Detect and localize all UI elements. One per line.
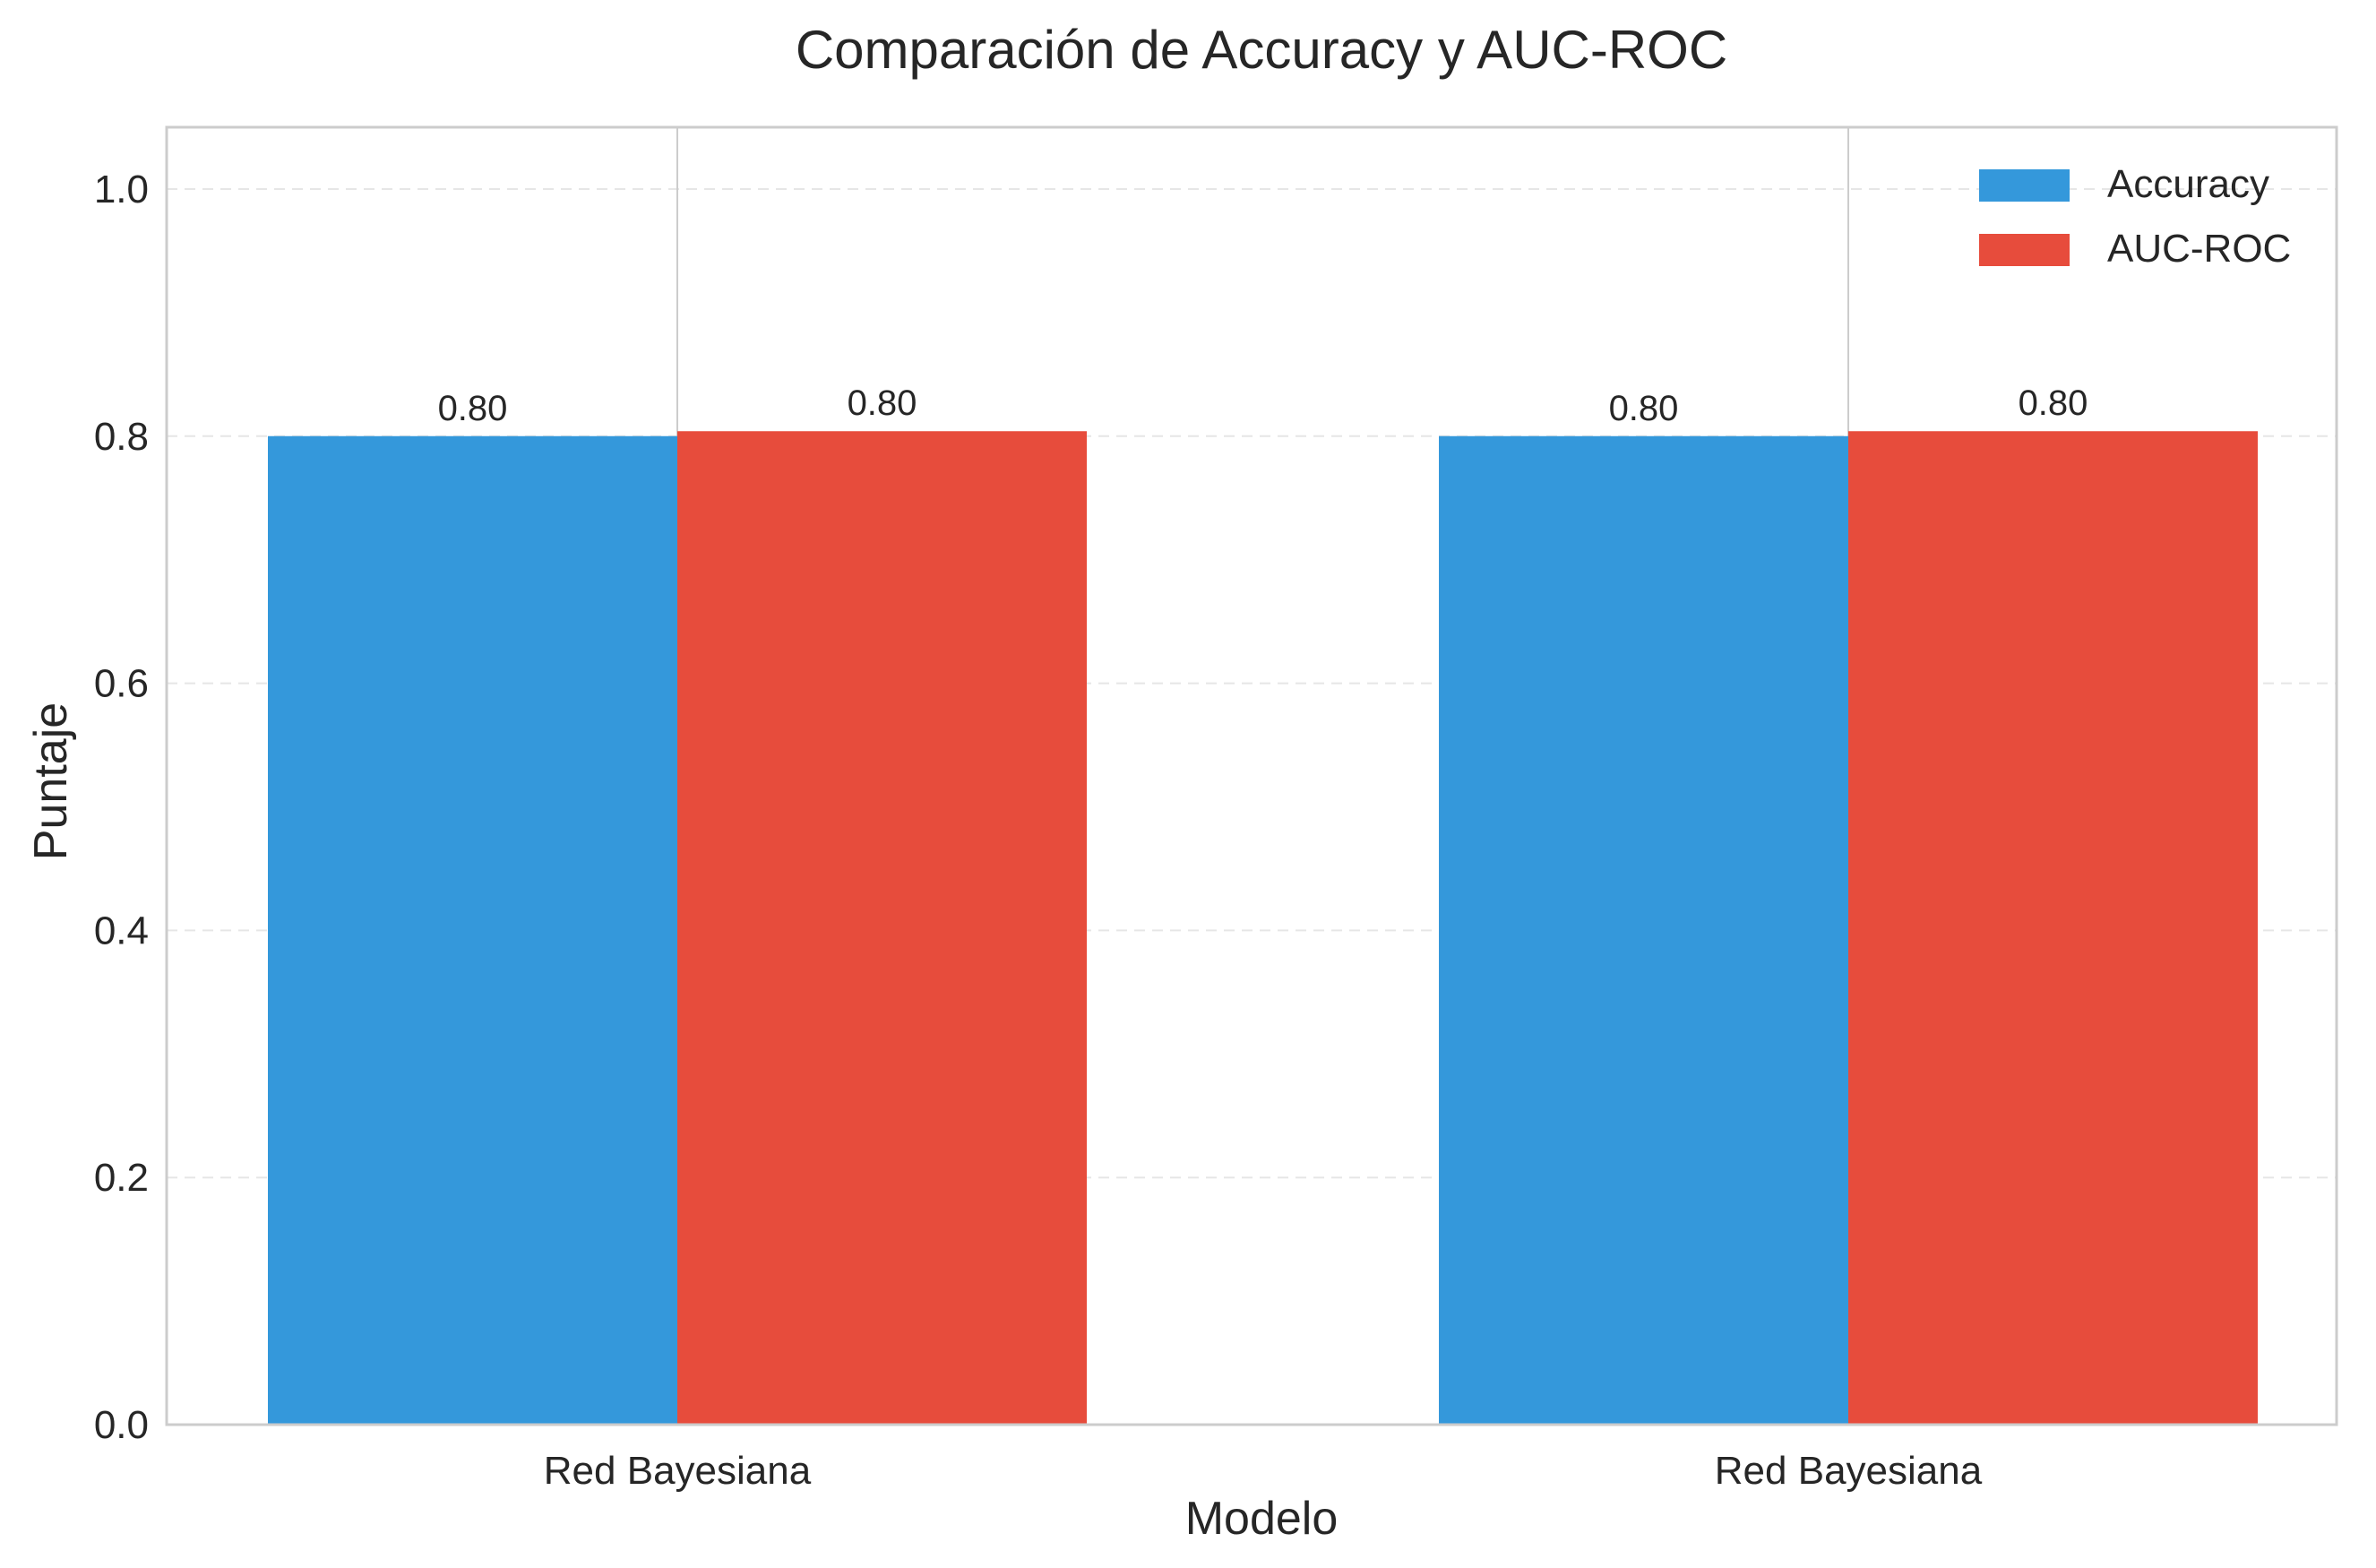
legend: Accuracy AUC-ROC xyxy=(1979,162,2291,271)
y-tick-label: 0.8 xyxy=(94,415,149,459)
y-tick-label: 0.4 xyxy=(94,909,149,952)
bar-value-label: 0.80 xyxy=(848,383,917,423)
x-tick-label: Red Bayesiana xyxy=(1715,1449,1983,1493)
plot-area: 0.80 0.80 0.80 0.80 0.0 0.2 0.4 0.6 0.8 1.0 Red Ba… xyxy=(94,125,2338,1493)
legend-label: AUC-ROC xyxy=(2107,227,2291,271)
y-tick-label: 0.2 xyxy=(94,1156,149,1200)
bar-value-label: 0.80 xyxy=(1609,389,1679,428)
legend-swatch xyxy=(1979,169,2070,202)
y-tick-label: 0.0 xyxy=(94,1403,149,1447)
bar-auc-roc xyxy=(1848,431,2258,1425)
plot-frame xyxy=(165,125,2338,1426)
bar-value-label: 0.80 xyxy=(2019,383,2088,423)
legend-swatch xyxy=(1979,234,2070,266)
bar-accuracy xyxy=(268,435,677,1425)
bar-accuracy xyxy=(1439,435,1848,1425)
bar-auc-roc xyxy=(677,431,1087,1425)
x-tick-label: Red Bayesiana xyxy=(544,1449,812,1493)
y-axis-label: Puntaje xyxy=(25,702,77,860)
legend-label: Accuracy xyxy=(2107,162,2269,206)
y-tick-label: 1.0 xyxy=(94,168,149,211)
x-axis-label: Modelo xyxy=(1185,1493,1339,1545)
y-tick-label: 0.6 xyxy=(94,662,149,706)
chart-title: Comparación de Accuracy y AUC-ROC xyxy=(796,20,1727,80)
bar-value-label: 0.80 xyxy=(438,389,508,428)
